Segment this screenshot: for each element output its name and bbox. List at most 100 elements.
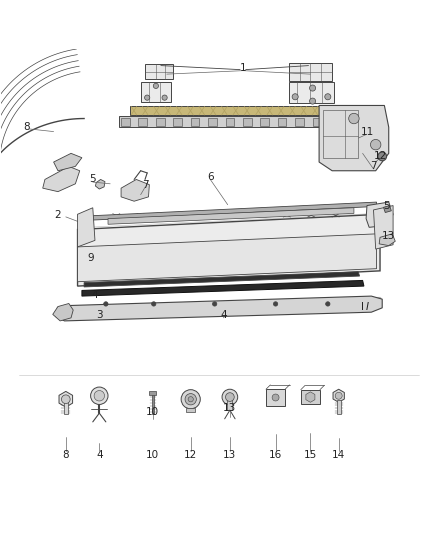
- Circle shape: [185, 393, 196, 405]
- Circle shape: [152, 302, 156, 306]
- Bar: [295, 118, 304, 126]
- Circle shape: [145, 95, 150, 100]
- Circle shape: [378, 152, 387, 161]
- Text: 2: 2: [55, 210, 61, 220]
- Text: 10: 10: [146, 449, 159, 459]
- Bar: [173, 118, 182, 126]
- Text: 6: 6: [207, 172, 214, 182]
- Circle shape: [335, 392, 342, 399]
- Polygon shape: [306, 392, 315, 402]
- Circle shape: [188, 397, 193, 402]
- Text: 13: 13: [382, 231, 396, 241]
- Polygon shape: [333, 389, 344, 402]
- Circle shape: [162, 95, 167, 100]
- Polygon shape: [78, 208, 95, 247]
- Text: I: I: [365, 302, 368, 312]
- Polygon shape: [145, 64, 173, 79]
- Text: 7: 7: [142, 180, 148, 190]
- Circle shape: [349, 114, 359, 124]
- Text: 13: 13: [223, 449, 237, 459]
- Text: 11: 11: [360, 126, 374, 136]
- Text: 5: 5: [383, 200, 390, 211]
- Text: 12: 12: [374, 150, 387, 160]
- Polygon shape: [84, 272, 360, 287]
- Polygon shape: [130, 107, 336, 115]
- Text: 14: 14: [332, 449, 345, 459]
- Bar: [156, 118, 165, 126]
- Text: 4: 4: [220, 310, 226, 320]
- Polygon shape: [374, 206, 393, 249]
- Circle shape: [325, 302, 330, 306]
- Text: 3: 3: [96, 310, 102, 320]
- Polygon shape: [86, 202, 377, 220]
- Bar: [260, 118, 269, 126]
- Text: 8: 8: [63, 449, 69, 459]
- Text: 7: 7: [370, 161, 377, 172]
- Bar: [152, 393, 154, 415]
- Circle shape: [94, 391, 105, 401]
- Bar: [64, 399, 68, 415]
- Text: 4: 4: [92, 290, 98, 300]
- Circle shape: [222, 389, 238, 405]
- Polygon shape: [59, 391, 73, 407]
- Polygon shape: [289, 82, 334, 103]
- Bar: [227, 397, 233, 410]
- Polygon shape: [141, 82, 171, 102]
- Circle shape: [153, 83, 159, 88]
- Text: 1: 1: [240, 63, 246, 74]
- Polygon shape: [121, 180, 149, 201]
- Polygon shape: [53, 303, 73, 321]
- Polygon shape: [78, 234, 377, 282]
- Circle shape: [310, 98, 316, 104]
- Text: 16: 16: [269, 449, 282, 459]
- Polygon shape: [186, 408, 195, 413]
- Circle shape: [310, 85, 316, 91]
- Text: 12: 12: [184, 449, 198, 459]
- Bar: [313, 118, 321, 126]
- Text: 9: 9: [87, 253, 94, 263]
- Bar: [149, 391, 156, 395]
- Bar: [208, 118, 217, 126]
- Bar: [243, 118, 252, 126]
- Bar: [226, 118, 234, 126]
- Circle shape: [325, 94, 331, 100]
- Circle shape: [371, 140, 381, 150]
- Circle shape: [292, 94, 298, 100]
- Circle shape: [273, 302, 278, 306]
- Polygon shape: [289, 63, 332, 80]
- Circle shape: [181, 390, 200, 409]
- Text: 5: 5: [89, 174, 96, 184]
- Polygon shape: [95, 180, 105, 189]
- Polygon shape: [366, 202, 393, 228]
- Polygon shape: [56, 296, 382, 321]
- Text: 10: 10: [146, 407, 159, 417]
- Circle shape: [104, 302, 108, 306]
- Polygon shape: [119, 116, 336, 127]
- Circle shape: [226, 393, 234, 401]
- Polygon shape: [108, 208, 354, 224]
- Bar: [138, 118, 147, 126]
- Polygon shape: [43, 166, 80, 192]
- Polygon shape: [78, 214, 380, 286]
- Circle shape: [61, 395, 70, 403]
- Text: 13: 13: [223, 403, 237, 413]
- Circle shape: [272, 394, 279, 401]
- Polygon shape: [384, 206, 391, 213]
- Polygon shape: [53, 154, 82, 171]
- Text: 15: 15: [304, 449, 317, 459]
- Bar: [323, 110, 358, 158]
- Circle shape: [91, 387, 108, 405]
- Text: I: I: [361, 302, 364, 312]
- Text: 4: 4: [96, 449, 102, 459]
- Text: 8: 8: [23, 122, 30, 132]
- Bar: [301, 390, 320, 405]
- Bar: [191, 118, 199, 126]
- Polygon shape: [319, 106, 389, 171]
- Bar: [278, 118, 286, 126]
- Circle shape: [212, 302, 217, 306]
- Bar: [336, 400, 341, 415]
- Bar: [121, 118, 130, 126]
- Polygon shape: [379, 234, 395, 246]
- Bar: [266, 389, 285, 406]
- Polygon shape: [82, 280, 364, 296]
